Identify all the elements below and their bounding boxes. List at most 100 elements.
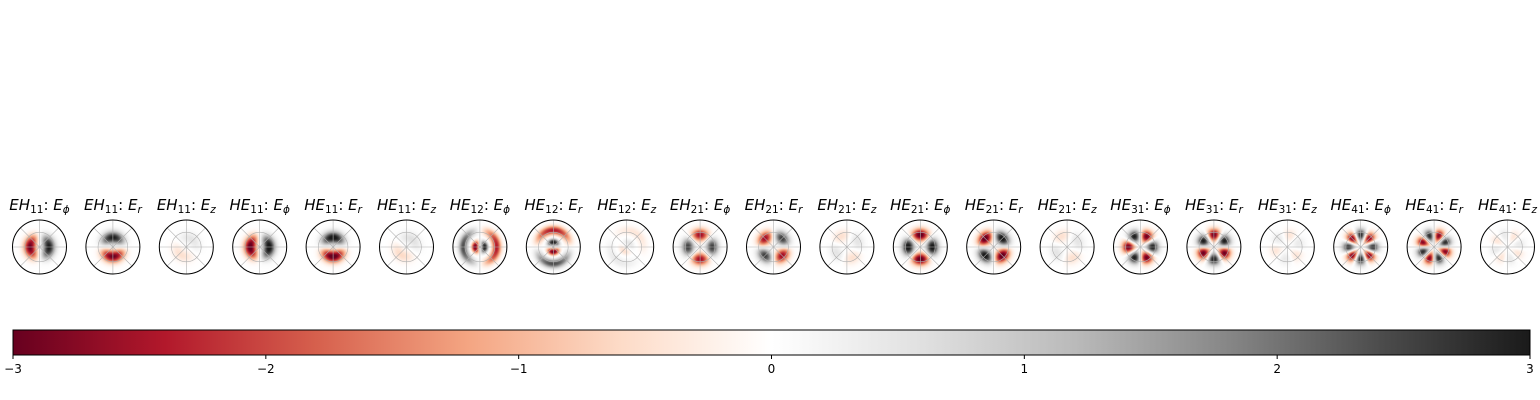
polar-axis-frame — [1259, 219, 1315, 275]
subplot-title: HE21: Er — [965, 196, 1023, 216]
polar-subplot: HE41: Eϕ — [1331, 196, 1391, 275]
title-mode: HE — [890, 196, 911, 214]
title-mode-index: 41 — [1426, 204, 1439, 216]
colorbar-ticks: −3 −2 −1 0 1 2 3 — [4, 355, 1534, 376]
polar-axis-frame — [966, 219, 1022, 275]
polar-subplot: EH21: Eϕ — [670, 196, 730, 275]
polar-grid-spoke — [680, 227, 720, 267]
title-colon: : — [704, 196, 714, 214]
title-colon: : — [999, 196, 1009, 214]
title-mode-index: 11 — [325, 204, 338, 216]
subplot-title: HE12: Ez — [597, 196, 656, 216]
colorbar: −3 −2 −1 0 1 2 3 — [4, 329, 1534, 376]
polar-axis-frame — [232, 219, 288, 275]
title-component: z — [1530, 204, 1537, 216]
subplot-title: HE11: Ez — [377, 196, 436, 216]
subplot-title: HE31: Eϕ — [1110, 196, 1170, 216]
title-mode: HE — [1110, 196, 1131, 214]
title-colon: : — [924, 196, 934, 214]
title-mode-index: 11 — [30, 204, 43, 216]
title-colon: : — [484, 196, 494, 214]
polar-grid-spoke — [1047, 227, 1087, 267]
title-mode: HE — [304, 196, 325, 214]
title-component: ϕ — [1384, 204, 1391, 216]
title-colon: : — [411, 196, 421, 214]
title-mode-index: 12 — [545, 204, 558, 216]
title-mode-index: 41 — [1351, 204, 1364, 216]
title-colon: : — [43, 196, 53, 214]
polar-grid-spoke — [1194, 227, 1234, 267]
subplot-title: EH21: Ez — [817, 196, 876, 216]
title-component: z — [650, 204, 657, 216]
title-mode: HE — [524, 196, 545, 214]
title-component: ϕ — [503, 204, 510, 216]
title-component: ϕ — [283, 204, 290, 216]
title-mode: HE — [1331, 196, 1352, 214]
title-component: z — [870, 204, 877, 216]
polar-axis-frame — [525, 219, 581, 275]
title-field-symbol: E — [201, 196, 211, 214]
subplot-title: HE12: Er — [524, 196, 582, 216]
title-mode-index: 11 — [250, 204, 263, 216]
polar-grid-spoke — [93, 227, 133, 267]
title-colon: : — [338, 196, 348, 214]
title-colon: : — [118, 196, 128, 214]
title-colon: : — [1365, 196, 1375, 214]
subplot-title: HE41: Ez — [1478, 196, 1537, 216]
title-mode-index: 11 — [105, 204, 118, 216]
title-mode-index: 12 — [618, 204, 631, 216]
title-field-symbol: E — [494, 196, 504, 214]
title-component: r — [798, 204, 803, 216]
title-field-symbol: E — [273, 196, 283, 214]
colorbar-gradient — [12, 329, 1531, 356]
title-mode: EH — [84, 196, 105, 214]
subplot-title: HE21: Ez — [1038, 196, 1097, 216]
polar-axis-frame — [12, 219, 67, 275]
title-mode-index: 12 — [470, 204, 483, 216]
title-field-symbol: E — [1522, 196, 1532, 214]
title-field-symbol: E — [714, 196, 724, 214]
title-mode-index: 21 — [765, 204, 778, 216]
title-component: z — [1310, 204, 1317, 216]
colorbar-tick-label: 1 — [1021, 362, 1029, 376]
title-field-symbol: E — [934, 196, 944, 214]
title-mode: HE — [450, 196, 471, 214]
polar-axis-frame — [1333, 219, 1389, 275]
subplot-title: HE31: Ez — [1258, 196, 1317, 216]
title-mode: HE — [1478, 196, 1499, 214]
polar-subplot: HE11: Er — [304, 196, 363, 275]
polar-axis-frame — [819, 219, 875, 275]
title-component: r — [1238, 204, 1243, 216]
title-field-symbol: E — [568, 196, 578, 214]
subplot-title: HE12: Eϕ — [450, 196, 510, 216]
title-component: r — [578, 204, 583, 216]
title-mode-index: 41 — [1499, 204, 1512, 216]
title-colon: : — [1512, 196, 1522, 214]
title-colon: : — [264, 196, 274, 214]
subplot-title: HE41: Er — [1405, 196, 1463, 216]
title-colon: : — [191, 196, 201, 214]
polar-grid-spoke — [1121, 227, 1160, 267]
title-mode-index: 21 — [1058, 204, 1071, 216]
title-colon: : — [1219, 196, 1229, 214]
polar-subplot: EH11: Er — [84, 196, 142, 275]
title-field-symbol: E — [1154, 196, 1164, 214]
colorbar-tick-label: 0 — [768, 362, 776, 376]
polar-subplot: HE12: Er — [524, 196, 583, 275]
title-field-symbol: E — [1229, 196, 1239, 214]
title-field-symbol: E — [53, 196, 63, 214]
title-field-symbol: E — [348, 196, 358, 214]
title-field-symbol: E — [789, 196, 799, 214]
title-field-symbol: E — [1449, 196, 1459, 214]
polar-subplot: HE11: Ez — [377, 196, 436, 275]
title-mode: HE — [230, 196, 251, 214]
polar-subplot: HE21: Ez — [1038, 196, 1097, 275]
title-component: ϕ — [944, 204, 951, 216]
title-mode-index: 11 — [178, 204, 191, 216]
title-mode: EH — [9, 196, 30, 214]
title-field-symbol: E — [128, 196, 138, 214]
title-mode: HE — [377, 196, 398, 214]
title-component: r — [137, 204, 142, 216]
polar-grid-spoke — [900, 227, 940, 267]
